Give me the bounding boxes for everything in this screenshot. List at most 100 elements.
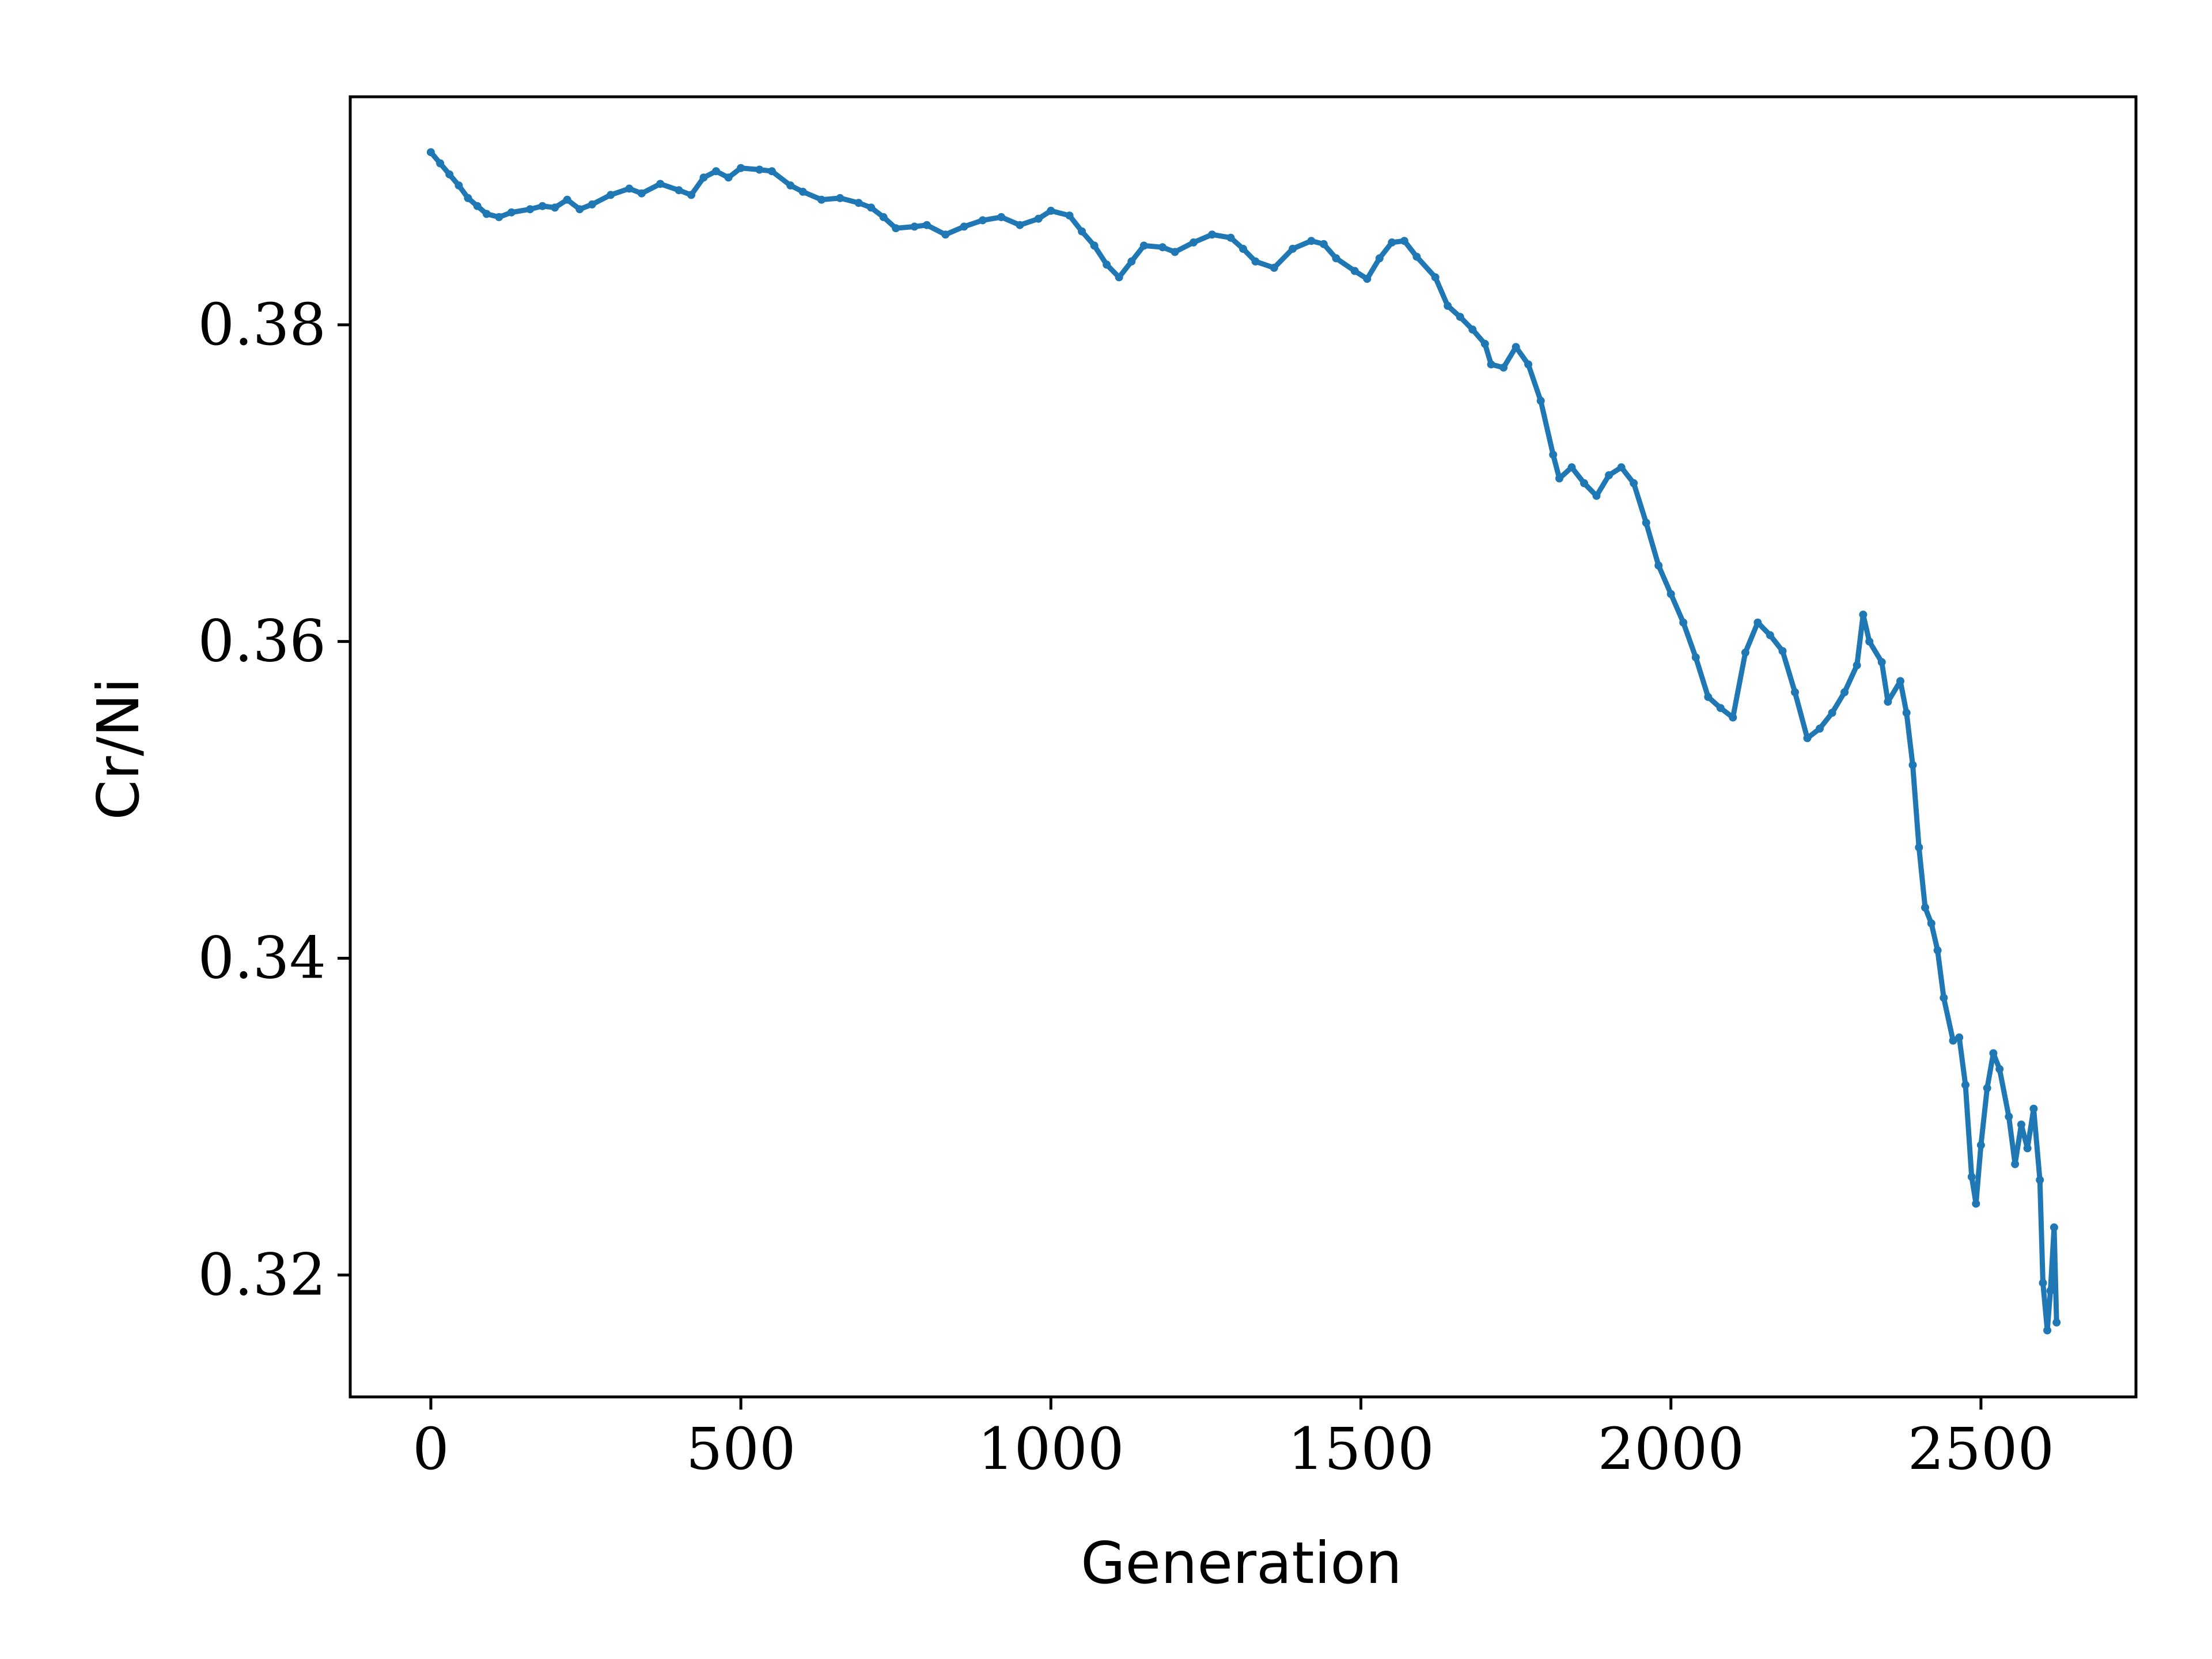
data-point-97: [1766, 631, 1774, 639]
data-point-13: [575, 205, 584, 214]
data-point-117: [1949, 1036, 1957, 1045]
data-point-56: [1239, 244, 1247, 253]
y-tick-label-3: 0.38: [198, 291, 326, 358]
x-axis-label: Generation: [1081, 1529, 1402, 1597]
x-tick-label-1: 500: [686, 1415, 796, 1483]
x-tick-label-5: 2500: [1908, 1415, 2055, 1483]
data-point-105: [1859, 611, 1868, 619]
data-point-0: [426, 148, 435, 157]
data-point-108: [1884, 698, 1892, 706]
data-point-135: [2050, 1223, 2058, 1232]
data-point-52: [1171, 248, 1179, 256]
data-point-53: [1189, 238, 1198, 247]
data-point-57: [1251, 257, 1260, 266]
data-point-134: [2046, 1286, 2055, 1295]
data-point-17: [637, 189, 646, 198]
data-point-11: [551, 203, 559, 212]
data-point-12: [563, 195, 571, 204]
data-point-67: [1400, 237, 1408, 245]
data-point-60: [1307, 237, 1316, 245]
data-point-103: [1840, 688, 1849, 696]
data-point-46: [1090, 241, 1099, 250]
data-point-119: [1961, 1081, 1969, 1089]
data-point-63: [1350, 267, 1359, 275]
data-point-68: [1412, 252, 1421, 261]
data-point-39: [978, 216, 987, 225]
data-point-122: [1976, 1141, 1985, 1149]
data-point-89: [1666, 590, 1675, 599]
plot-area: [426, 148, 2061, 1335]
data-point-18: [656, 180, 665, 188]
data-point-66: [1388, 238, 1396, 247]
data-point-87: [1642, 518, 1650, 527]
data-point-28: [798, 187, 807, 196]
data-point-44: [1065, 211, 1074, 220]
y-tick-label-0: 0.32: [198, 1241, 326, 1308]
data-point-118: [1955, 1033, 1964, 1041]
data-point-70: [1444, 301, 1452, 310]
data-point-123: [1983, 1084, 1991, 1092]
data-point-16: [625, 184, 634, 193]
data-point-54: [1208, 230, 1217, 239]
data-point-92: [1704, 692, 1713, 701]
data-point-114: [1927, 919, 1936, 927]
data-point-30: [836, 194, 844, 202]
y-tick-label-1: 0.34: [198, 925, 326, 992]
data-point-82: [1580, 479, 1588, 487]
data-point-35: [910, 222, 919, 231]
data-point-94: [1729, 713, 1737, 722]
data-point-133: [2043, 1326, 2052, 1335]
data-point-33: [879, 213, 888, 221]
plot-frame: [349, 95, 2138, 1399]
data-point-65: [1375, 254, 1384, 263]
data-point-50: [1139, 241, 1148, 250]
data-point-14: [588, 200, 596, 209]
data-point-41: [1016, 221, 1024, 229]
data-point-131: [2036, 1176, 2044, 1184]
data-point-78: [1536, 396, 1545, 405]
data-point-81: [1567, 463, 1576, 472]
data-point-102: [1828, 709, 1836, 717]
data-point-43: [1047, 206, 1055, 215]
data-point-101: [1816, 724, 1824, 733]
data-point-136: [2052, 1318, 2061, 1327]
data-point-104: [1853, 661, 1861, 669]
x-axis: 0 500 1000 1500 2000 2500: [412, 1397, 2054, 1483]
data-point-72: [1468, 325, 1477, 334]
data-point-77: [1524, 360, 1533, 369]
data-point-109: [1896, 677, 1904, 685]
data-point-6: [482, 210, 491, 218]
data-point-42: [1034, 214, 1043, 223]
data-point-75: [1499, 363, 1508, 372]
data-point-37: [941, 230, 950, 239]
data-point-110: [1902, 709, 1911, 717]
data-point-127: [2011, 1160, 2020, 1168]
data-point-9: [526, 205, 535, 214]
data-point-45: [1078, 227, 1086, 236]
data-point-74: [1487, 360, 1495, 369]
data-point-58: [1270, 263, 1278, 272]
data-point-71: [1456, 313, 1464, 321]
data-point-113: [1921, 903, 1929, 912]
data-point-91: [1691, 653, 1700, 662]
data-point-10: [538, 202, 547, 210]
data-point-22: [712, 167, 721, 176]
x-tick-label-0: 0: [412, 1415, 449, 1483]
data-point-116: [1940, 994, 1948, 1002]
data-point-19: [675, 186, 683, 195]
data-point-47: [1103, 260, 1111, 269]
data-point-76: [1512, 343, 1520, 351]
data-point-32: [867, 203, 876, 212]
data-point-1: [436, 159, 445, 168]
data-point-132: [2039, 1279, 2047, 1287]
x-tick-label-4: 2000: [1597, 1415, 1744, 1483]
data-point-98: [1778, 647, 1787, 656]
data-point-36: [923, 221, 931, 229]
y-axis: 0.32 0.34 0.36 0.38: [198, 291, 350, 1308]
data-point-27: [786, 181, 795, 190]
data-point-93: [1716, 704, 1725, 713]
data-point-51: [1158, 243, 1167, 252]
data-point-38: [960, 222, 968, 231]
